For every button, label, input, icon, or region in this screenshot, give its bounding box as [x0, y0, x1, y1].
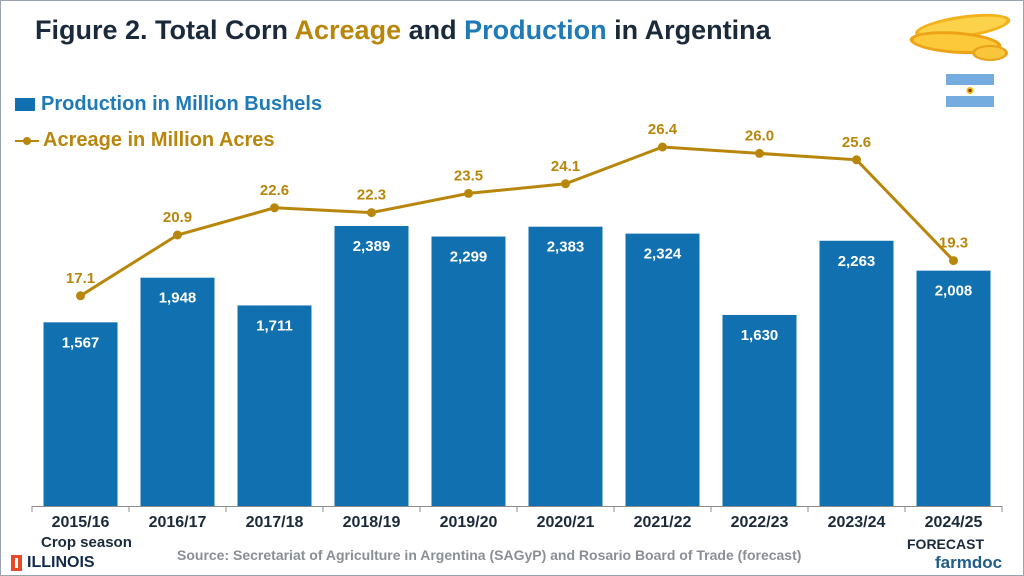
production-bar [43, 322, 118, 506]
x-tick-label: 2019/20 [440, 514, 498, 531]
acreage-point [852, 155, 861, 165]
production-value-label: 1,948 [159, 290, 197, 307]
production-value-label: 2,263 [838, 253, 876, 270]
acreage-point [658, 142, 667, 152]
title-and-word: and [408, 15, 457, 45]
production-bar [334, 226, 409, 506]
production-bar [625, 233, 700, 506]
production-bar [237, 305, 312, 506]
acreage-value-label: 22.6 [260, 182, 289, 199]
title-suffix: in Argentina [614, 15, 771, 45]
legend-bar-swatch [15, 98, 35, 111]
x-tick-label: 2024/25 [925, 514, 983, 531]
source-note: Source: Secretariat of Agriculture in Ar… [177, 547, 802, 563]
acreage-value-label: 19.3 [939, 235, 968, 252]
acreage-value-label: 17.1 [66, 270, 95, 287]
production-bar [916, 270, 991, 506]
acreage-value-label: 26.0 [745, 127, 774, 144]
x-tick-label: 2017/18 [246, 514, 304, 531]
illinois-logo: ILLINOIS [11, 554, 95, 572]
x-tick-label: 2023/24 [828, 514, 886, 531]
title-prefix: Figure 2. Total Corn [35, 15, 289, 45]
production-value-label: 2,299 [450, 249, 488, 266]
acreage-point [561, 179, 570, 189]
legend-line-swatch [15, 134, 39, 148]
acreage-value-label: 23.5 [454, 167, 483, 184]
acreage-value-label: 26.4 [648, 121, 678, 138]
argentina-flag-icon [946, 74, 994, 107]
legend-production: Production in Million Bushels [15, 93, 322, 116]
x-tick-label: 2020/21 [537, 514, 595, 531]
acreage-point [173, 230, 182, 240]
title-production-word: Production [464, 15, 607, 45]
production-value-label: 1,711 [256, 317, 293, 334]
production-value-label: 1,630 [741, 327, 779, 344]
x-tick-label: 2016/17 [149, 514, 207, 531]
acreage-value-label: 22.3 [357, 187, 386, 204]
acreage-point [464, 188, 473, 198]
production-bar [819, 240, 894, 506]
title-acreage-word: Acreage [294, 15, 402, 45]
production-bar [140, 277, 215, 506]
acreage-value-label: 24.1 [551, 158, 580, 175]
x-tick-label: 2022/23 [731, 514, 789, 531]
acreage-value-label: 20.9 [163, 209, 192, 226]
x-tick-label: 2018/19 [343, 514, 401, 531]
legend-acreage-label: Acreage in Million Acres [43, 129, 275, 151]
chart-title: Figure 2. Total Corn Acreage and Product… [35, 15, 771, 46]
production-bar [722, 314, 797, 506]
corn-cobs-icon [909, 13, 1011, 61]
acreage-point [270, 203, 279, 213]
x-axis-title: Crop season [41, 534, 132, 551]
production-value-label: 2,008 [935, 283, 973, 300]
acreage-value-label: 25.6 [842, 134, 871, 151]
production-value-label: 2,383 [547, 239, 585, 256]
legend-production-label: Production in Million Bushels [41, 93, 323, 115]
acreage-point [755, 148, 764, 158]
illinois-logo-text: ILLINOIS [27, 554, 95, 571]
production-value-label: 1,567 [62, 334, 100, 351]
legend-acreage: Acreage in Million Acres [15, 129, 275, 152]
illinois-mark-icon [11, 555, 22, 571]
acreage-point [76, 291, 85, 301]
x-tick-label: 2015/16 [52, 514, 110, 531]
production-value-label: 2,324 [644, 246, 682, 263]
farmdoc-logo: farmdoc [935, 553, 1003, 572]
production-value-label: 2,389 [353, 238, 391, 255]
acreage-line [79, 145, 955, 298]
production-bar [528, 226, 603, 506]
acreage-point [949, 256, 958, 266]
x-tick-label: 2021/22 [634, 514, 692, 531]
production-bar [431, 236, 506, 506]
forecast-label: FORECAST [907, 536, 984, 552]
acreage-point [367, 208, 376, 218]
